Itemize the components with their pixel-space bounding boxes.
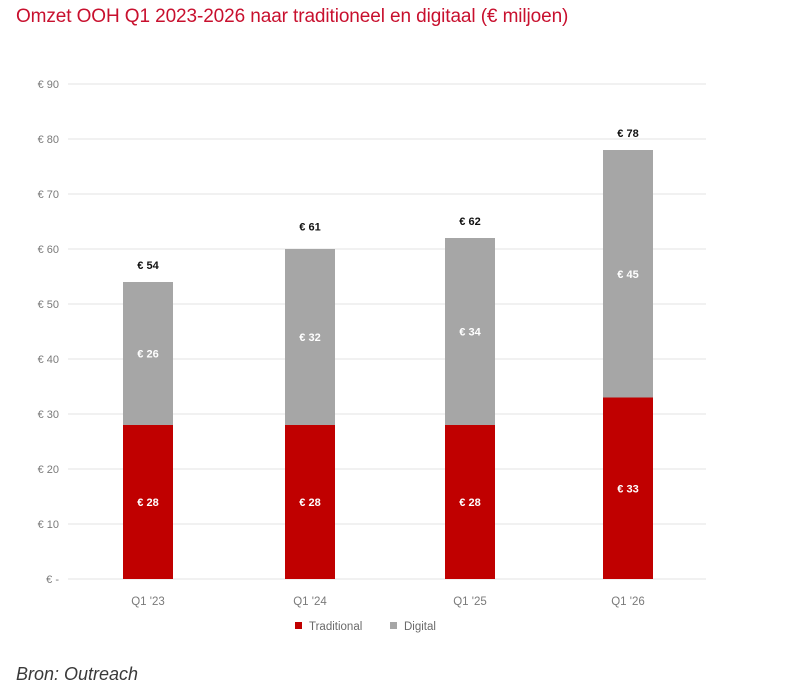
- y-tick-label: € 20: [38, 464, 59, 476]
- bar-segment-traditional: [123, 425, 173, 579]
- source-note: Bron: Outreach: [16, 664, 139, 684]
- gridlines: [68, 83, 706, 580]
- total-value-label: € 61: [299, 222, 320, 234]
- x-tick-label: Q1 '23: [131, 596, 165, 608]
- x-tick-label: Q1 '26: [611, 596, 645, 608]
- legend-swatch-digital: [390, 622, 397, 629]
- legend-swatch-traditional: [295, 622, 302, 629]
- segment-value-label: € 45: [617, 269, 638, 281]
- segment-value-label: € 28: [299, 497, 320, 509]
- total-value-label: € 54: [137, 260, 159, 272]
- x-axis-ticks: Q1 '23 Q1 '24 Q1 '25 Q1 '26: [131, 596, 645, 608]
- stacked-bar-chart: € -€ 10€ 20€ 30€ 40€ 50€ 60€ 70€ 80€ 90 …: [38, 79, 706, 633]
- total-value-label: € 62: [459, 216, 480, 228]
- total-value-label: € 78: [617, 128, 638, 140]
- y-tick-label: € 30: [38, 409, 59, 421]
- bars: [123, 150, 653, 579]
- y-tick-label: € 50: [38, 299, 59, 311]
- bar-segment-digital: [285, 249, 335, 425]
- bar-segment-traditional: [445, 425, 495, 579]
- bar-segment-digital: [445, 238, 495, 425]
- y-tick-label: € -: [46, 574, 59, 586]
- y-tick-label: € 10: [38, 519, 59, 531]
- x-tick-label: Q1 '25: [453, 596, 487, 608]
- x-tick-label: Q1 '24: [293, 596, 327, 608]
- bar-segment-digital: [603, 150, 653, 398]
- segment-value-label: € 28: [137, 497, 158, 509]
- segment-value-label: € 26: [137, 349, 158, 361]
- legend-label: Digital: [404, 621, 436, 633]
- data-labels: € 28 € 26 € 54 € 28 € 32 € 61 € 28 € 34 € 62 € 33…: [137, 128, 638, 509]
- chart-title: Omzet OOH Q1 2023-2026 naar traditioneel…: [16, 6, 569, 27]
- legend-label: Traditional: [309, 621, 362, 633]
- y-tick-label: € 90: [38, 79, 59, 91]
- y-tick-label: € 60: [38, 244, 59, 256]
- y-tick-label: € 70: [38, 189, 59, 201]
- bar-segment-traditional: [285, 425, 335, 579]
- segment-value-label: € 32: [299, 332, 320, 344]
- legend: Traditional Digital: [295, 621, 436, 633]
- bar-segment-digital: [123, 282, 173, 425]
- y-tick-label: € 40: [38, 354, 59, 366]
- segment-value-label: € 33: [617, 483, 638, 495]
- bar-segment-traditional: [603, 397, 653, 579]
- segment-value-label: € 28: [459, 497, 480, 509]
- y-axis-ticks: € - € 10 € 20 € 30 € 40 € 50 € 60 € 70 € 80 € 90: [38, 79, 60, 586]
- segment-value-label: € 34: [459, 327, 481, 339]
- y-tick-label: € 80: [38, 134, 59, 146]
